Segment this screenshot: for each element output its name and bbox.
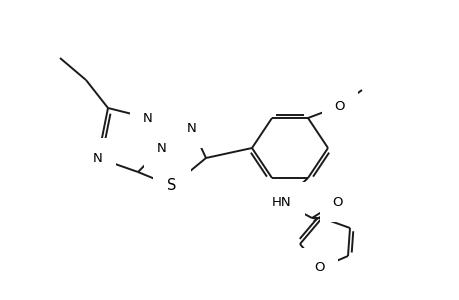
Text: O: O	[314, 262, 325, 275]
Text: HN: HN	[272, 196, 291, 208]
Text: N: N	[143, 112, 152, 124]
Text: S: S	[167, 178, 176, 194]
Text: O: O	[334, 100, 345, 112]
Text: N: N	[93, 152, 103, 164]
Text: O: O	[332, 196, 342, 208]
Text: N: N	[187, 122, 196, 134]
Text: N: N	[157, 142, 167, 154]
